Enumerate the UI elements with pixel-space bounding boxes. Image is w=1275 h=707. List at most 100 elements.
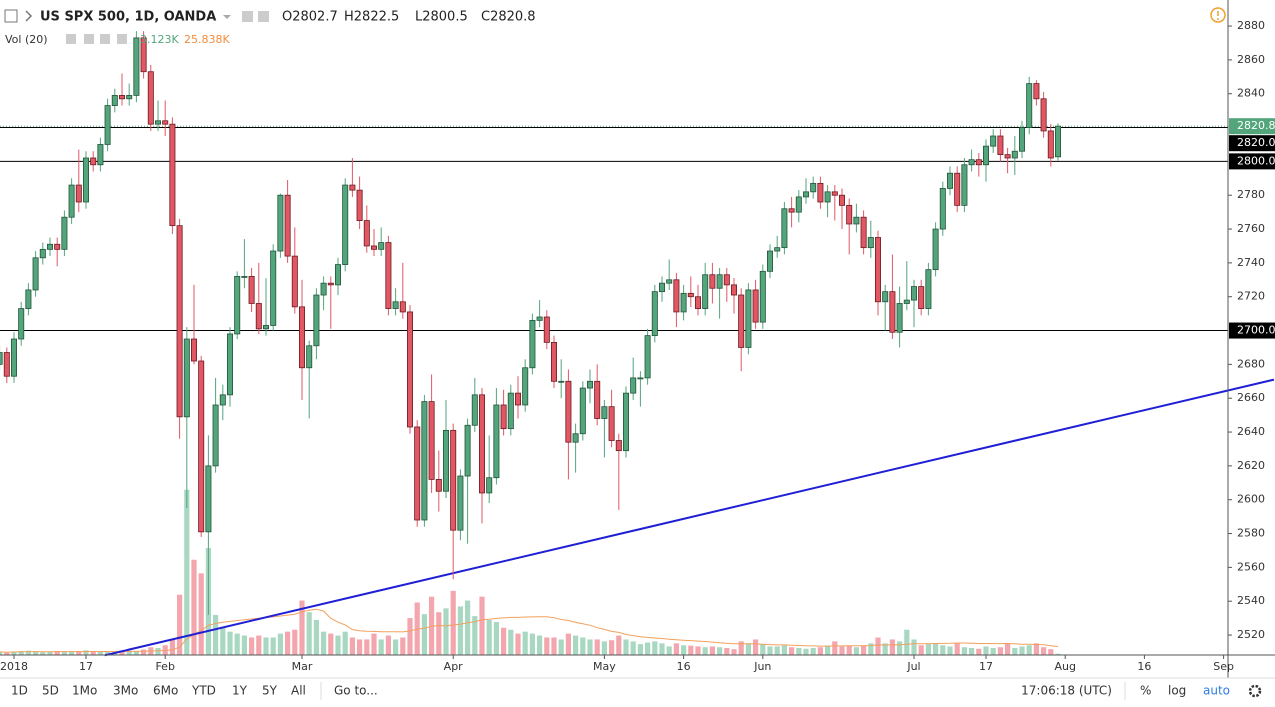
candle-body	[558, 380, 565, 383]
candle-body	[752, 289, 759, 323]
range-button[interactable]: 3Mo	[113, 684, 138, 698]
range-button[interactable]: All	[291, 684, 306, 698]
volume-bar	[335, 635, 341, 655]
ohlc-low: L2800.5	[415, 10, 468, 25]
auto-toggle[interactable]: auto	[1203, 684, 1230, 698]
level-price-label: 2700.0	[1237, 324, 1275, 337]
candle-body	[810, 182, 817, 193]
candle-body	[392, 301, 399, 309]
range-button[interactable]: 1D	[11, 684, 28, 698]
candle-body	[543, 316, 550, 343]
alert-icon[interactable]	[1210, 7, 1226, 23]
candle-body	[464, 424, 471, 477]
indicator-icon[interactable]	[100, 34, 110, 44]
y-tick-label: 2600	[1237, 493, 1265, 506]
goto-button[interactable]: Go to...	[334, 684, 378, 698]
candle-body	[147, 71, 154, 125]
settings-icon[interactable]	[242, 11, 253, 22]
volume-bar	[191, 559, 197, 655]
candle-body	[306, 345, 313, 369]
level-price-box	[1229, 153, 1275, 170]
volume-bar	[25, 650, 31, 655]
candle-body	[594, 380, 601, 419]
candle-body	[399, 301, 406, 313]
volume-bar	[472, 616, 478, 655]
volume-bar	[457, 606, 463, 655]
range-button[interactable]: YTD	[191, 684, 216, 698]
settings-gear[interactable]	[1248, 684, 1262, 698]
volume-bar	[400, 637, 406, 655]
log-toggle[interactable]: log	[1168, 684, 1186, 698]
range-button[interactable]: 1Mo	[72, 684, 97, 698]
volume-bar	[292, 629, 298, 655]
candle-body	[356, 189, 363, 221]
candle-body	[183, 338, 190, 418]
candle-body	[514, 392, 521, 406]
volume-bar	[695, 646, 701, 655]
volume-ma-value: 25.838K	[184, 33, 230, 46]
range-button[interactable]: 6Mo	[153, 684, 178, 698]
volume-bar	[256, 635, 262, 655]
candle-body	[334, 264, 341, 286]
indicator-icon[interactable]	[66, 34, 76, 44]
dropdown-icon[interactable]	[223, 15, 231, 19]
indicator-icon[interactable]	[117, 34, 127, 44]
volume-bar	[126, 650, 132, 655]
volume-bar	[443, 608, 449, 655]
y-tick-label: 2620	[1237, 459, 1265, 472]
x-tick-label: Feb	[155, 660, 174, 673]
candle-body	[853, 216, 860, 225]
candle-body	[954, 172, 961, 206]
range-button[interactable]: 5D	[42, 684, 59, 698]
menu-icon[interactable]	[4, 9, 18, 23]
volume-bar	[342, 631, 348, 655]
candle-body	[766, 250, 773, 272]
candle-body	[802, 191, 809, 198]
candle-body	[450, 429, 457, 531]
volume-bar	[839, 646, 845, 655]
volume-bar	[385, 635, 391, 655]
volume-bar	[97, 651, 103, 655]
y-tick-label: 2520	[1237, 628, 1265, 641]
volume-bar	[104, 651, 111, 655]
candle-body	[680, 292, 687, 313]
candle-body	[795, 196, 802, 213]
settings-icon[interactable]	[258, 11, 269, 22]
volume-bar	[860, 645, 867, 655]
candle-body	[961, 164, 968, 206]
range-button[interactable]: 1Y	[232, 684, 248, 698]
volume-bar	[990, 648, 996, 655]
volume-bar	[184, 489, 190, 655]
candle-body	[1033, 83, 1040, 100]
volume-bar	[1048, 649, 1054, 655]
volume-bar	[544, 637, 550, 655]
volume-bar	[356, 639, 363, 655]
candle-body	[198, 360, 205, 533]
volume-bar	[428, 596, 435, 655]
candle-body	[298, 306, 305, 369]
candle-body	[630, 377, 637, 394]
ohlc-open: O2802.7	[282, 10, 338, 25]
candle-body	[658, 282, 665, 293]
candle-body	[946, 172, 953, 189]
candle-body	[738, 294, 745, 348]
volume-bar	[18, 651, 24, 655]
candle-body	[716, 274, 723, 289]
volume-bar	[817, 647, 823, 655]
volume-bar	[716, 647, 723, 655]
volume-bar	[76, 651, 82, 655]
percent-toggle[interactable]: %	[1140, 684, 1151, 698]
candle-body	[702, 274, 709, 309]
volume-bar	[392, 639, 399, 655]
collapse-icon[interactable]	[25, 10, 33, 22]
candle-body	[363, 220, 370, 247]
volume-bar	[284, 631, 291, 655]
volume-bar	[320, 631, 327, 655]
volume-bar	[306, 612, 312, 655]
candle-body	[10, 338, 17, 377]
volume-bar	[572, 635, 579, 655]
indicator-icon[interactable]	[84, 34, 94, 44]
candle-body	[370, 245, 377, 250]
range-button[interactable]: 5Y	[262, 684, 278, 698]
candle-body	[687, 292, 694, 298]
